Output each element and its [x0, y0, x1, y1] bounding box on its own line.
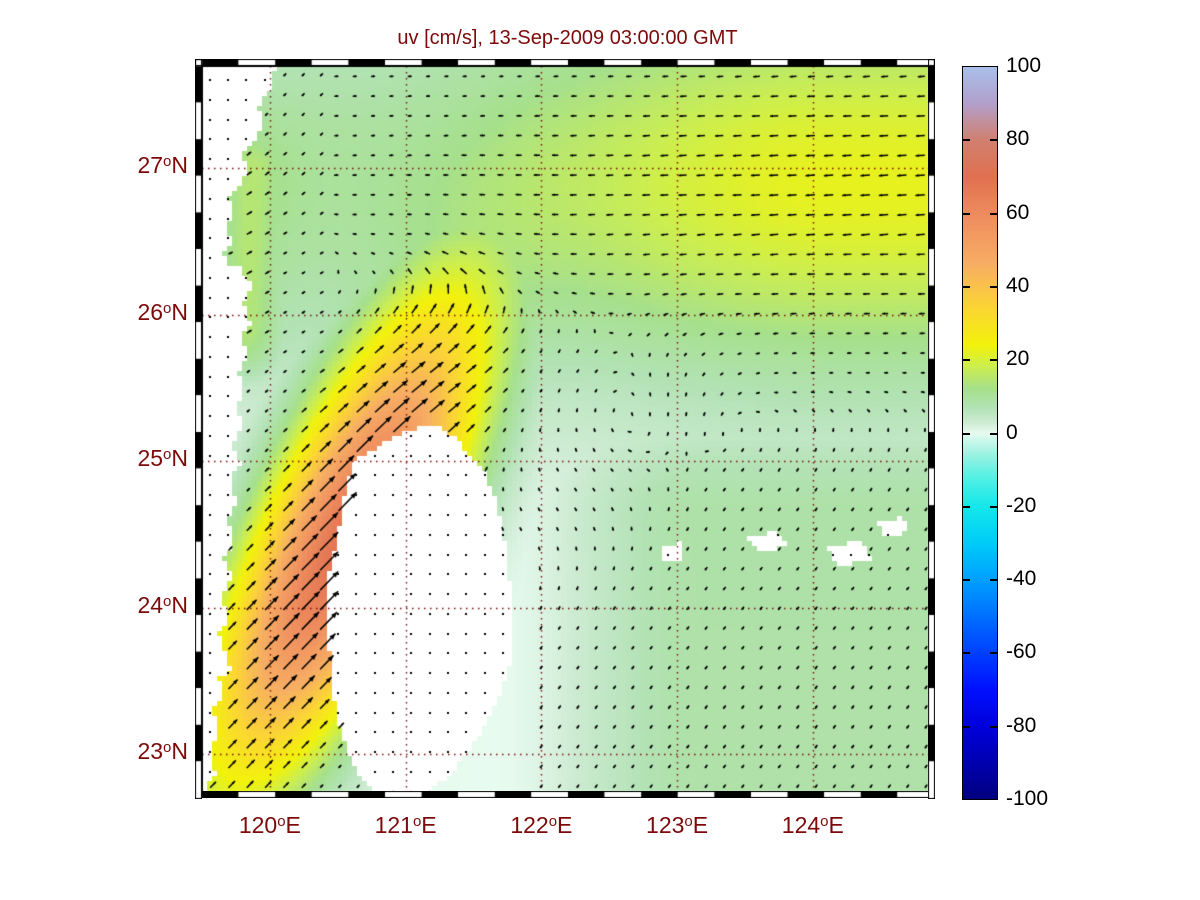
- colorbar-tick-label-80: 80: [1006, 127, 1030, 151]
- colorbar-tick-label-0: 0: [1006, 420, 1018, 444]
- degree-symbol: o: [820, 813, 829, 830]
- hemisphere-label: N: [171, 152, 188, 179]
- colorbar-tick-mark: [990, 139, 997, 142]
- colorbar-tick-label--80: -80: [1006, 713, 1037, 737]
- colorbar-tick-mark: [963, 285, 970, 288]
- lat-tick-24: 24oN: [137, 592, 188, 619]
- current-vector-arrows: [202, 66, 935, 798]
- lat-tick-26: 26oN: [137, 299, 188, 326]
- hemisphere-label: E: [557, 812, 573, 838]
- map-plot-area: [202, 66, 935, 798]
- plot-title: uv [cm/s], 13-Sep-2009 03:00:00 GMT: [397, 27, 738, 49]
- hemisphere-label: E: [421, 812, 437, 838]
- map-frame-right: [928, 59, 935, 799]
- lat-tick-value: 25: [137, 445, 164, 472]
- lat-tick-25: 25oN: [137, 445, 188, 472]
- colorbar-tick-mark: [990, 505, 997, 508]
- lon-tick-value: 121: [374, 812, 413, 838]
- degree-symbol: o: [684, 813, 693, 830]
- lon-tick-123: 123oE: [617, 812, 737, 839]
- colorbar-tick-mark: [963, 139, 970, 142]
- colorbar: -100 -80 -60 -40 -20 0 20 40 60 80 100: [962, 54, 1048, 810]
- degree-symbol: o: [163, 592, 172, 610]
- hemisphere-label: N: [171, 738, 188, 765]
- lat-tick-value: 23: [137, 738, 164, 765]
- map-frame-left: [195, 59, 202, 799]
- colorbar-tick-mark: [990, 359, 997, 362]
- colorbar-tick-mark: [963, 579, 970, 582]
- degree-symbol: o: [163, 739, 172, 757]
- lon-tick-121: 121oE: [346, 812, 466, 839]
- lon-tick-value: 123: [646, 812, 685, 838]
- colorbar-tick-mark: [963, 505, 970, 508]
- degree-symbol: o: [412, 813, 422, 830]
- colorbar-tick-label-20: 20: [1006, 347, 1030, 371]
- hemisphere-label: N: [171, 298, 188, 325]
- degree-symbol: o: [548, 813, 558, 830]
- colorbar-tick-mark: [990, 652, 997, 655]
- degree-symbol: o: [277, 813, 286, 830]
- lon-tick-value: 120: [238, 812, 278, 838]
- colorbar-tick-label--60: -60: [1006, 640, 1037, 664]
- colorbar-tick-label--20: -20: [1006, 493, 1037, 517]
- hemisphere-label: E: [692, 812, 709, 838]
- colorbar-tick-mark: [963, 212, 970, 215]
- map-frame-top: [195, 59, 935, 66]
- map-frame-bottom: [195, 791, 935, 798]
- hemisphere-label: N: [171, 591, 188, 618]
- degree-symbol: o: [163, 446, 172, 464]
- colorbar-tick-mark: [990, 579, 997, 582]
- lon-tick-value: 122: [510, 812, 549, 838]
- lat-tick-23: 23oN: [137, 738, 188, 765]
- colorbar-tick-mark: [990, 432, 997, 435]
- lon-tick-120: 120oE: [210, 812, 330, 839]
- lat-tick-27: 27oN: [137, 152, 188, 179]
- colorbar-tick-label--100: -100: [1006, 787, 1049, 810]
- colorbar-tick-label--40: -40: [1006, 567, 1037, 591]
- lat-tick-value: 24: [137, 591, 164, 618]
- hemisphere-label: N: [171, 445, 188, 472]
- colorbar-tick-mark: [963, 725, 970, 728]
- lon-tick-value: 124: [781, 812, 821, 838]
- hemisphere-label: E: [828, 812, 844, 838]
- colorbar-tick-mark: [963, 652, 970, 655]
- colorbar-tick-mark: [963, 359, 970, 362]
- degree-symbol: o: [163, 299, 172, 317]
- lon-tick-124: 124oE: [753, 812, 873, 839]
- colorbar-tick-label-40: 40: [1006, 273, 1030, 297]
- colorbar-tick-mark: [990, 725, 997, 728]
- lon-tick-122: 122oE: [481, 812, 601, 839]
- colorbar-tick-label-100: 100: [1006, 54, 1042, 77]
- map-axes: [202, 66, 935, 798]
- hemisphere-label: E: [285, 812, 301, 838]
- colorbar-tick-mark: [990, 285, 997, 288]
- colorbar-tick-mark: [990, 212, 997, 215]
- colorbar-tick-mark: [963, 432, 970, 435]
- lat-tick-value: 26: [137, 298, 164, 325]
- colorbar-tick-label-60: 60: [1006, 200, 1030, 224]
- degree-symbol: o: [163, 153, 172, 171]
- lat-tick-value: 27: [137, 152, 164, 179]
